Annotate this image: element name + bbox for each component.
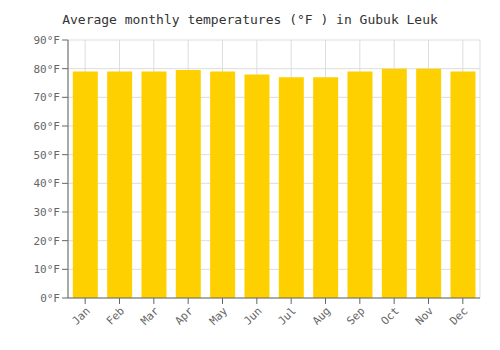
svg-text:Jan: Jan [70,304,93,327]
svg-text:70°F: 70°F [34,91,61,104]
svg-text:60°F: 60°F [34,120,61,133]
html-text:Average monthly temperatures (: Average monthly temperatures (°F ) in Gu… [62,12,438,27]
svg-text:40°F: 40°F [34,177,61,190]
svg-text:Apr: Apr [173,304,197,328]
svg-text:20°F: 20°F [34,235,61,248]
svg-text:30°F: 30°F [34,206,61,219]
svg-text:Feb: Feb [104,304,127,327]
svg-text:Oct: Oct [379,304,402,327]
svg-text:10°F: 10°F [34,263,61,276]
svg-text:50°F: 50°F [34,149,61,162]
svg-text:Nov: Nov [413,304,437,328]
svg-text:Mar: Mar [138,304,162,328]
svg-text:80°F: 80°F [34,63,61,76]
svg-text:Jul: Jul [276,304,299,327]
svg-text:90°F: 90°F [34,34,61,47]
svg-text:May: May [207,304,231,328]
svg-text:Sep: Sep [344,304,367,327]
svg-text:Jun: Jun [241,304,264,327]
svg-text:Aug: Aug [310,304,333,327]
svg-text:Dec: Dec [447,304,470,327]
svg-text:0°F: 0°F [40,292,60,305]
